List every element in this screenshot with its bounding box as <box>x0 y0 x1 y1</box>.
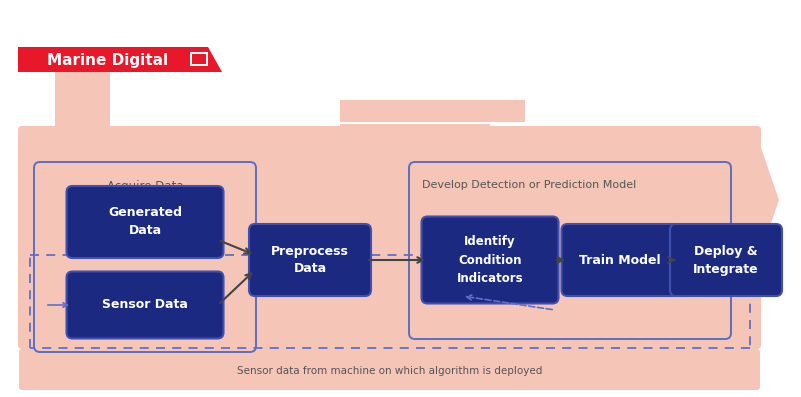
FancyBboxPatch shape <box>562 224 678 296</box>
Text: Sensor Data: Sensor Data <box>102 299 188 312</box>
Text: Generated
Data: Generated Data <box>108 206 182 237</box>
FancyBboxPatch shape <box>66 186 223 258</box>
FancyBboxPatch shape <box>18 126 761 349</box>
Bar <box>340 165 440 181</box>
FancyBboxPatch shape <box>66 272 223 339</box>
Bar <box>340 145 460 163</box>
Polygon shape <box>18 47 222 72</box>
FancyBboxPatch shape <box>19 349 760 390</box>
Text: Develop Detection or Prediction Model: Develop Detection or Prediction Model <box>422 180 636 190</box>
Bar <box>192 54 206 64</box>
FancyBboxPatch shape <box>249 224 371 296</box>
Bar <box>340 100 525 122</box>
Text: Train Model: Train Model <box>579 254 661 266</box>
Text: Sensor data from machine on which algorithm is deployed: Sensor data from machine on which algori… <box>237 366 543 376</box>
FancyBboxPatch shape <box>421 216 558 303</box>
Text: Deploy &
Integrate: Deploy & Integrate <box>693 245 759 276</box>
Text: Identify
Condition
Indicators: Identify Condition Indicators <box>457 235 523 285</box>
Polygon shape <box>755 130 779 270</box>
Polygon shape <box>18 47 210 72</box>
FancyBboxPatch shape <box>670 224 782 296</box>
Text: Acquire Data: Acquire Data <box>107 180 183 193</box>
Bar <box>340 124 490 144</box>
Text: Preprocess
Data: Preprocess Data <box>271 245 349 276</box>
Bar <box>55 70 110 135</box>
Text: Marine Digital: Marine Digital <box>47 52 168 67</box>
Polygon shape <box>190 52 208 66</box>
